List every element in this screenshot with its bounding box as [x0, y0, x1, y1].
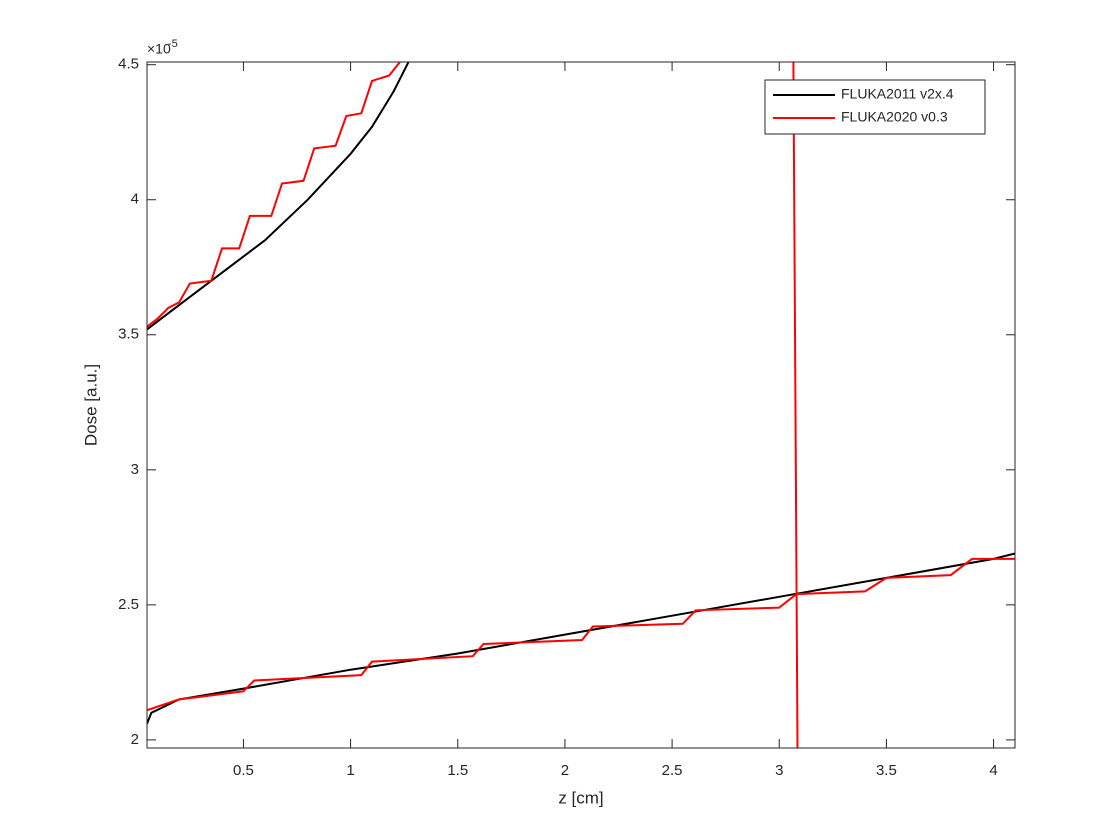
series-line	[147, 62, 401, 328]
x-tick-label: 3	[775, 762, 783, 779]
x-tick-label: 4	[989, 762, 997, 779]
series-line	[147, 62, 410, 331]
legend-box	[764, 79, 986, 135]
series-line	[147, 557, 1015, 712]
y-tick-label: 2	[131, 731, 139, 748]
legend-label: FLUKA2020 v0.3	[841, 109, 948, 125]
x-tick-label: 1.5	[447, 762, 468, 779]
legend-label: FLUKA2011 v2x.4	[841, 86, 954, 102]
plot-lines	[147, 62, 1015, 748]
x-axis-label: z [cm]	[558, 788, 603, 807]
x-tick-label: 2	[561, 762, 569, 779]
series-line	[792, 62, 799, 748]
y-tick-label: 4	[131, 191, 139, 208]
x-tick-label: 3.5	[876, 762, 897, 779]
x-tick-label: 0.5	[233, 762, 254, 779]
y-exponent: ×10	[147, 41, 171, 57]
x-tick-label: 2.5	[662, 762, 683, 779]
x-tick-label: 1	[346, 762, 354, 779]
y-axis-label: Dose [a.u.]	[81, 364, 100, 446]
y-tick-label: 3.5	[118, 326, 139, 343]
y-tick-label: 2.5	[118, 596, 139, 613]
y-exponent-power: -5	[168, 38, 178, 50]
y-tick-label: 3	[131, 461, 139, 478]
y-tick-label: 4.5	[118, 56, 139, 73]
plot-frame	[146, 61, 1016, 749]
